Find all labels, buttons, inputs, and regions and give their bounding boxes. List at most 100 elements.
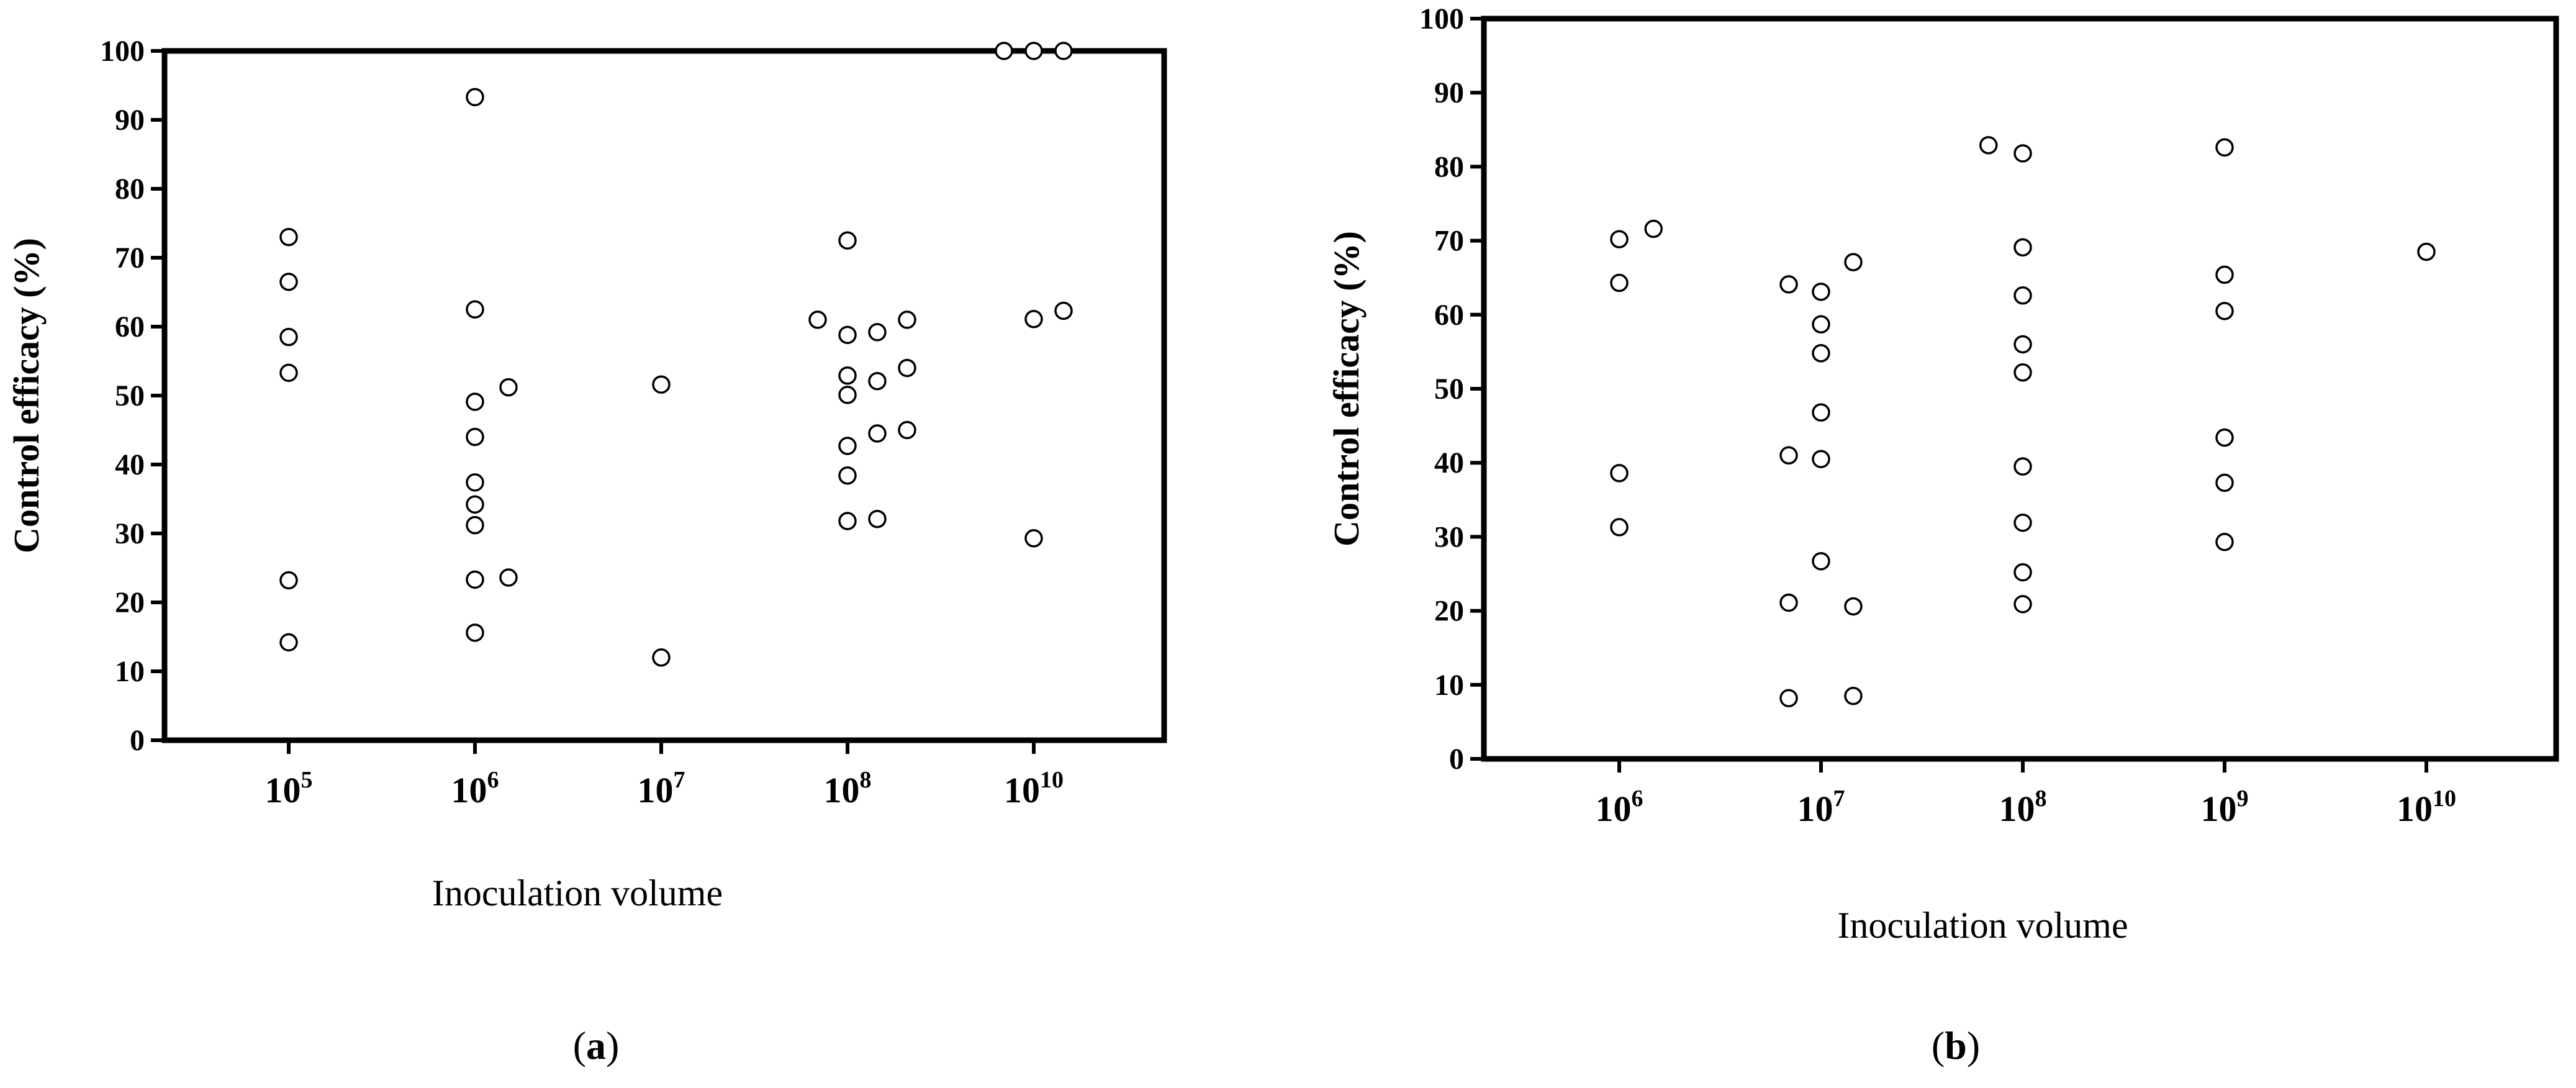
data-point (868, 424, 887, 443)
data-point (466, 570, 484, 589)
data-point (1779, 446, 1798, 465)
data-point (2013, 335, 2032, 354)
x-tick-label: 109 (2201, 786, 2249, 829)
data-point (2215, 532, 2234, 551)
data-point (466, 473, 484, 492)
data-point (1812, 315, 1830, 334)
data-point (1779, 275, 1798, 294)
y-tick-label: 70 (115, 242, 145, 274)
data-point (868, 509, 887, 528)
data-point (1610, 464, 1629, 483)
data-point (838, 437, 857, 455)
data-point (1844, 253, 1863, 271)
data-point (838, 231, 857, 250)
y-tick-label: 30 (1434, 520, 1464, 553)
data-point (1812, 450, 1830, 468)
y-tick-label: 0 (130, 724, 145, 757)
data-point (2417, 242, 2436, 261)
data-point (1979, 136, 1998, 155)
data-point (499, 378, 518, 397)
data-point (898, 420, 916, 440)
data-point (652, 648, 671, 667)
data-point (1812, 344, 1830, 363)
data-point (1024, 529, 1043, 548)
data-point (898, 358, 916, 378)
data-point (2013, 457, 2032, 476)
data-point (1610, 230, 1629, 248)
y-tick-label: 60 (1434, 299, 1464, 332)
chart-panel-a: 0 10 20 30 40 50 60 70 80 90 100 105 106 107 108 1010 Co… (6, 35, 1167, 1068)
data-point (2013, 514, 2032, 532)
data-point (2013, 595, 2032, 614)
plot-frame (1481, 16, 2559, 762)
data-point (838, 512, 857, 530)
y-tick-label: 20 (115, 586, 145, 619)
y-axis-label: Control efficacy (%) (6, 238, 47, 553)
data-point (2215, 473, 2234, 492)
x-tick-label: 1010 (2397, 786, 2456, 829)
y-tick-label: 50 (115, 379, 145, 412)
data-point (1024, 42, 1043, 60)
data-point (1054, 301, 1073, 320)
chart-panel-b: 0 10 20 30 40 50 60 70 80 90 100 106 107 108 109 1010 Co… (1326, 2, 2559, 1068)
data-point (279, 273, 298, 291)
y-tick-label: 80 (1434, 150, 1464, 183)
data-point (838, 325, 857, 345)
data-point (466, 515, 484, 535)
y-tick-label: 10 (1434, 669, 1464, 702)
y-tick-label: 50 (1434, 373, 1464, 406)
data-point (466, 88, 484, 107)
data-point (279, 571, 298, 590)
data-point (652, 375, 671, 394)
data-point (466, 495, 484, 514)
y-tick-label: 40 (1434, 447, 1464, 479)
data-point (466, 300, 484, 319)
y-tick-label: 100 (1419, 2, 1464, 35)
y-axis-label: Control efficacy (%) (1326, 231, 1367, 546)
data-point (2013, 286, 2032, 305)
data-point (1644, 219, 1663, 238)
x-tick-label: 107 (1797, 786, 1845, 829)
y-tick-label: 80 (115, 173, 145, 206)
y-tick-label: 0 (1449, 743, 1464, 776)
x-tick-label: 1010 (1004, 767, 1064, 810)
y-tick-label: 20 (1434, 595, 1464, 628)
data-point (499, 568, 518, 587)
x-tick-label: 107 (638, 767, 685, 810)
data-point (808, 311, 827, 329)
data-point (1812, 551, 1830, 571)
data-point (1812, 283, 1830, 301)
x-tick-label: 106 (1596, 786, 1643, 829)
data-point (1779, 593, 1798, 612)
data-point (1024, 310, 1043, 329)
data-point (279, 227, 298, 247)
y-tick-label: 90 (115, 104, 145, 137)
data-point (1779, 689, 1798, 708)
y-tick-label: 60 (115, 311, 145, 343)
data-point (898, 311, 916, 329)
x-axis-label: Inoculation volume (1837, 905, 2128, 946)
data-point (466, 623, 484, 642)
data-point (466, 427, 484, 447)
data-point (838, 366, 857, 385)
data-point (868, 371, 887, 391)
data-point (466, 392, 484, 411)
data-point (2215, 302, 2234, 320)
y-tick-label: 70 (1434, 225, 1464, 258)
data-point (2013, 363, 2032, 382)
y-tick-label: 90 (1434, 76, 1464, 109)
x-tick-label: 108 (824, 767, 872, 810)
data-point (2215, 428, 2234, 447)
data-point (1610, 273, 1629, 292)
data-point (995, 42, 1013, 60)
panel-label: (b) (1932, 1023, 1980, 1068)
data-point (2215, 138, 2234, 157)
y-tick-label: 100 (100, 35, 145, 68)
panel-label: (a) (573, 1023, 620, 1068)
data-point (1844, 686, 1863, 705)
data-point (1812, 403, 1830, 422)
y-tick-label: 40 (115, 448, 145, 481)
data-point (2215, 265, 2234, 284)
data-point (868, 323, 887, 342)
